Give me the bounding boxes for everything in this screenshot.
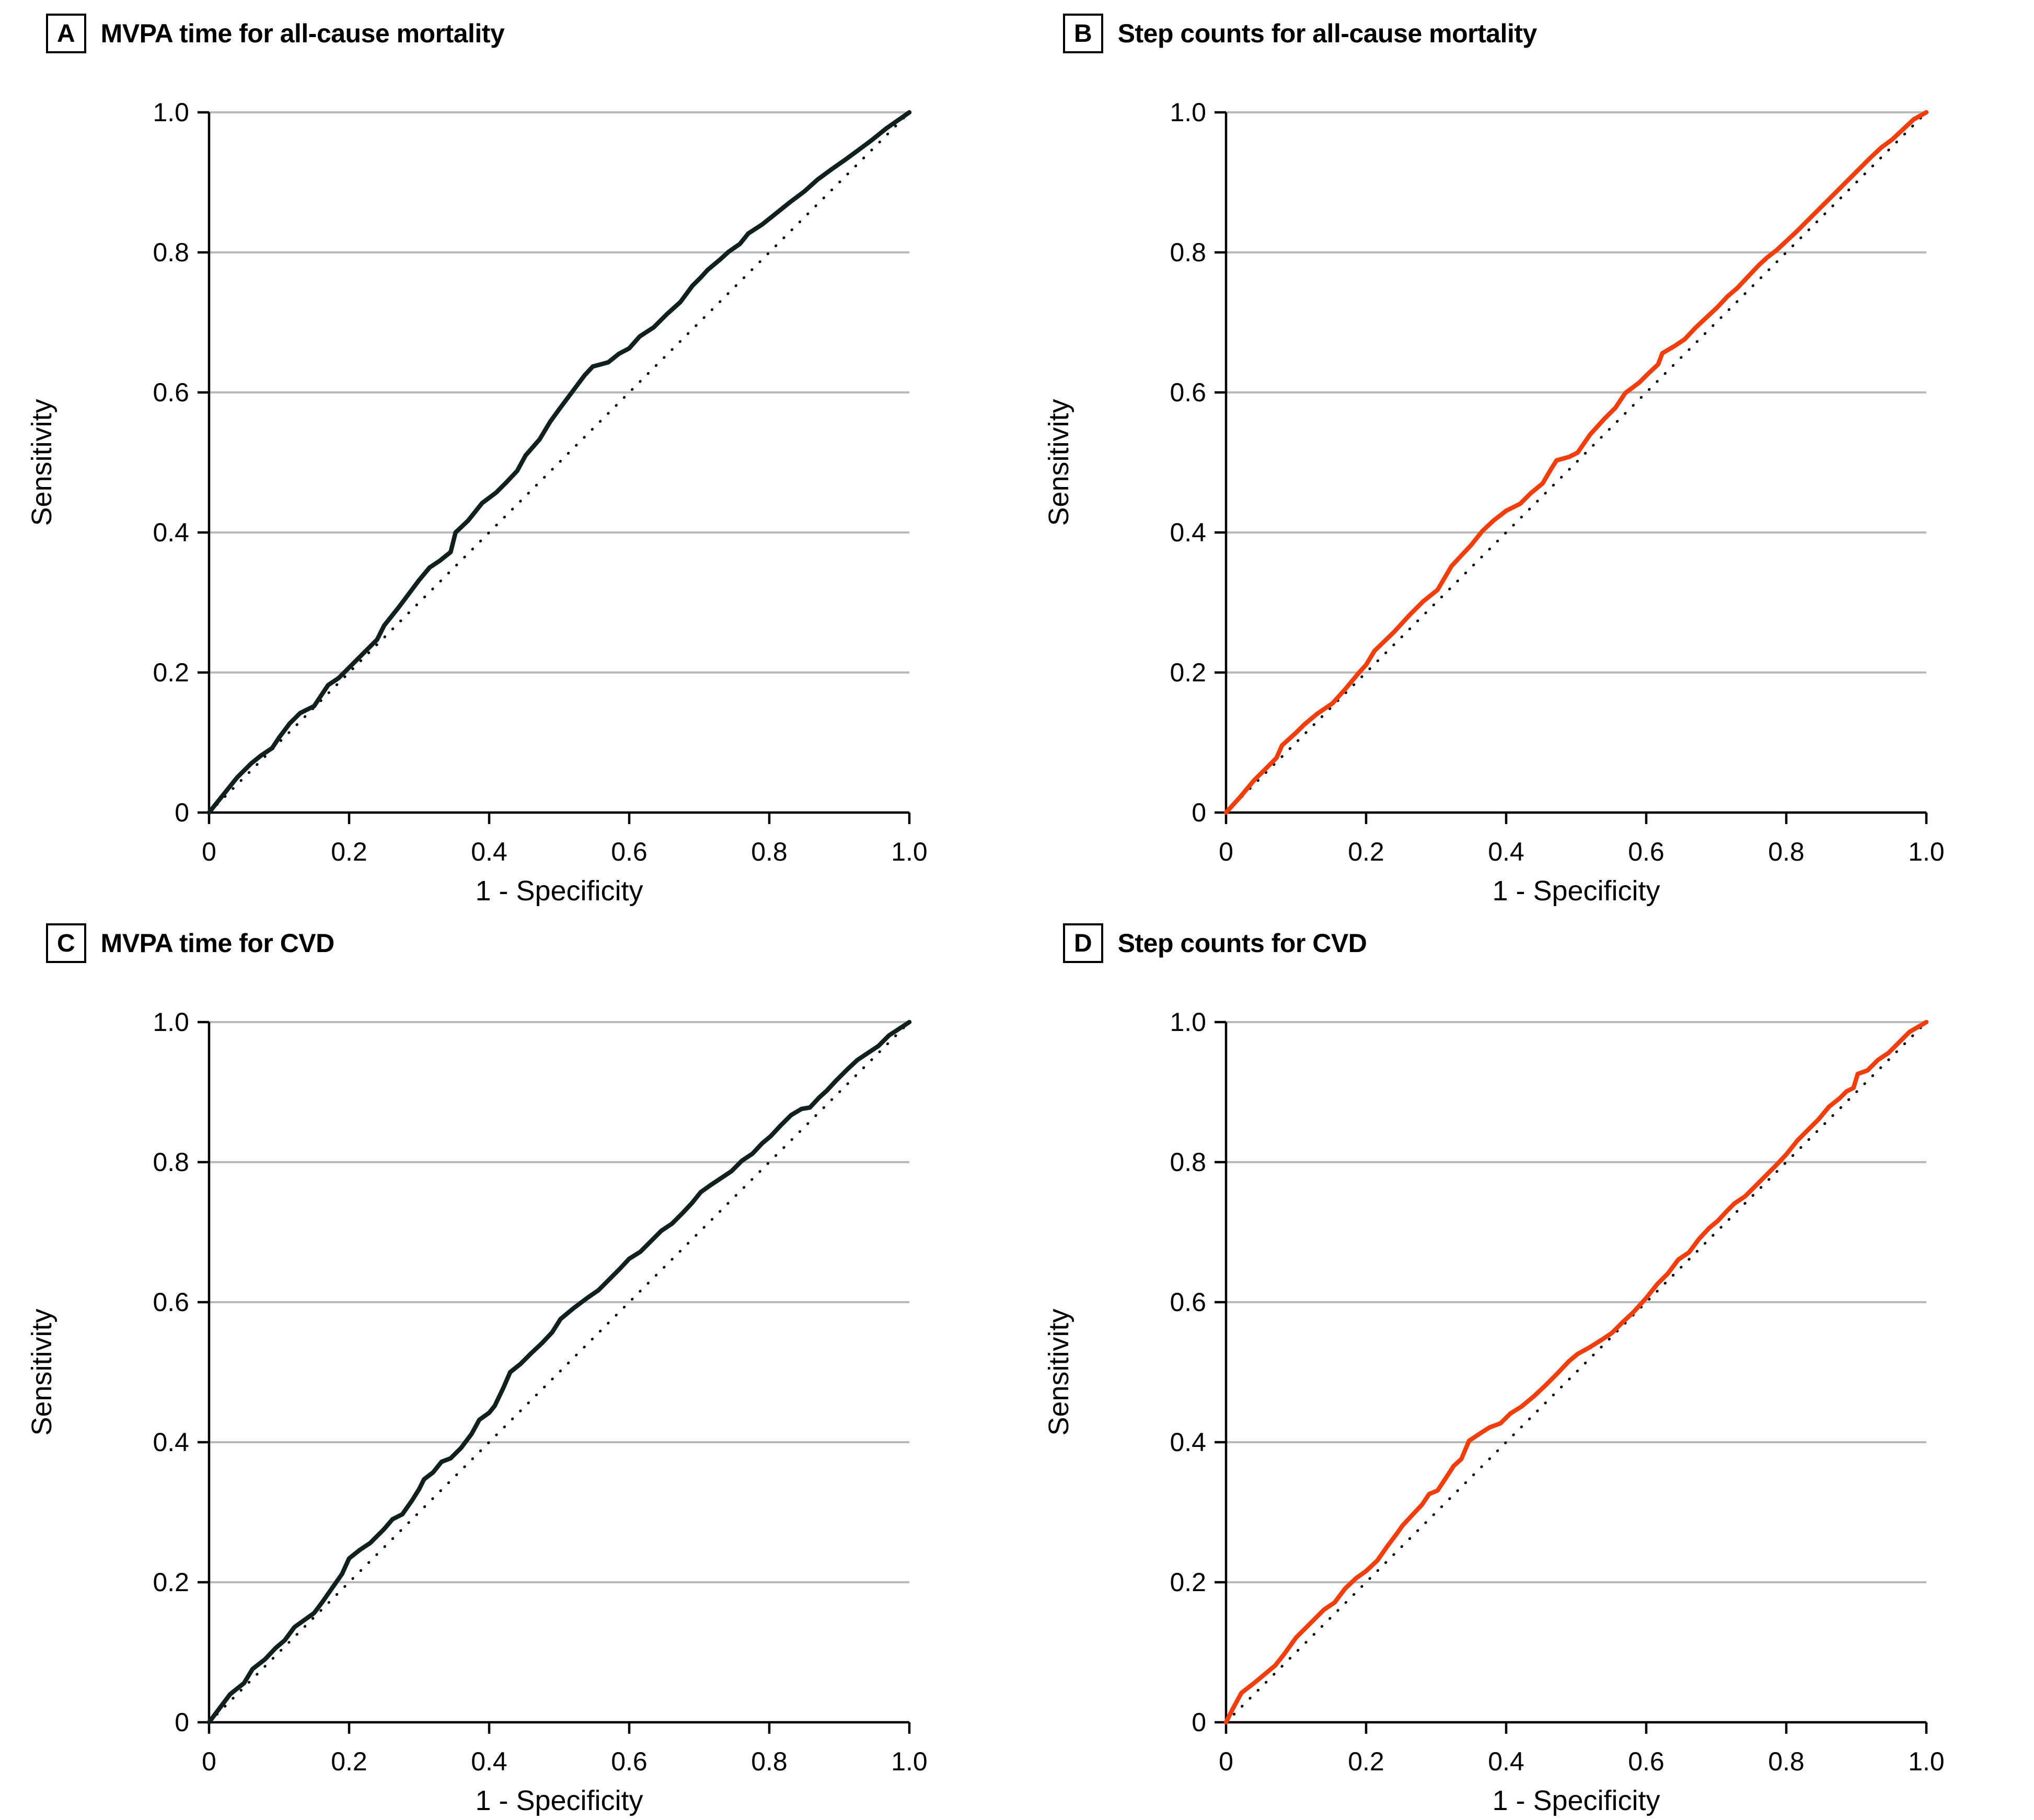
panel-title: Step counts for CVD [1117,929,1367,958]
x-axis-tick-label: 0.4 [1488,837,1524,866]
x-axis-label: 1 - Specificity [1492,875,1660,907]
panel-steps-cvd: D Step counts for CVD 0 0.2 0.4 0.6 0.8 1.0 0 0… [1017,910,2034,1819]
x-axis-tick-label: 0 [1219,837,1233,866]
y-axis-tick-label: 1.0 [1170,98,1206,127]
x-axis-tick-label: 0.6 [611,837,648,866]
x-axis-tick-label: 0.2 [331,837,367,866]
y-axis-tick-label: 0.6 [1170,1288,1206,1317]
x-axis-label: 1 - Specificity [1492,1785,1660,1816]
x-axis-tick-label: 1.0 [891,1747,928,1776]
y-axis-tick-label: 1.0 [153,1007,189,1037]
roc-chart-mvpa-cvd: 0 0.2 0.4 0.6 0.8 1.0 0 0.2 0.4 0.6 0.8 1.0 1 - Spec… [26,1007,928,1816]
panel-letter-badge: D [1063,923,1103,963]
y-axis-label: Sensitivity [26,1308,57,1435]
roc-curve [206,1019,912,1725]
y-axis-tick-label: 0.4 [153,518,189,547]
y-axis-label: Sensitivity [1043,399,1074,526]
y-axis-tick-label: 0.6 [153,1288,189,1317]
x-axis-tick-label: 0.8 [1768,837,1805,866]
y-axis-tick-label: 0.4 [1170,518,1206,547]
y-axis-tick-label: 0 [175,1708,189,1737]
y-axis-tick-label: 0.4 [153,1428,189,1457]
x-axis-tick-label: 0 [1219,1747,1233,1776]
y-axis-tick-label: 0.2 [1170,658,1206,687]
y-axis-tick-label: 0 [1192,1708,1206,1737]
panel-letter-badge: A [46,14,86,53]
panel-header: D Step counts for CVD [1063,923,1367,963]
panel-title: MVPA time for CVD [100,929,335,958]
y-axis-label: Sensitivity [1043,1308,1074,1435]
x-axis-tick-label: 0.8 [751,837,788,866]
x-axis-tick-label: 0 [202,837,216,866]
x-axis-tick-label: 0.2 [1348,1747,1384,1776]
y-axis-label: Sensitivity [26,399,57,526]
panel-title: MVPA time for all-cause mortality [100,19,505,48]
roc-curve [206,110,912,815]
y-axis-tick-label: 0.2 [1170,1568,1206,1597]
y-axis-tick-label: 0.4 [1170,1428,1206,1457]
x-axis-label: 1 - Specificity [475,1785,643,1816]
x-axis-tick-label: 1.0 [891,837,928,866]
y-axis-tick-label: 0.6 [153,378,189,407]
x-axis-tick-label: 0.4 [471,837,507,866]
roc-curve [1223,110,1929,815]
y-axis-tick-label: 0.6 [1170,378,1206,407]
panel-header: A MVPA time for all-cause mortality [46,14,505,53]
roc-curve [1223,1019,1929,1725]
panel-mvpa-mortality: A MVPA time for all-cause mortality 0 0.2… [0,0,1017,910]
y-axis-tick-label: 0.8 [1170,1147,1206,1177]
panel-mvpa-cvd: C MVPA time for CVD 0 0.2 0.4 0.6 0.8 1.0 0 0.2… [0,910,1017,1819]
reference-line [207,111,911,814]
x-axis-tick-label: 1.0 [1908,1747,1945,1776]
y-axis-tick-label: 0.2 [153,1568,189,1597]
y-axis-tick-label: 1.0 [1170,1007,1206,1037]
x-axis-tick-label: 1.0 [1908,837,1945,866]
x-axis-tick-label: 0.2 [1348,837,1384,866]
y-axis-tick-label: 0.8 [153,238,189,267]
y-axis-tick-label: 0 [175,798,189,827]
x-axis-tick-label: 0.6 [1628,1747,1665,1776]
reference-line [1224,1021,1928,1724]
x-axis-tick-label: 0.4 [471,1747,507,1776]
reference-line [207,1021,911,1724]
y-axis-tick-label: 0.2 [153,658,189,687]
panel-header: B Step counts for all-cause mortality [1063,14,1537,53]
x-axis-tick-label: 0.8 [1768,1747,1805,1776]
panel-header: C MVPA time for CVD [46,923,334,963]
roc-chart-mvpa-mortality: 0 0.2 0.4 0.6 0.8 1.0 0 0.2 0.4 0.6 0.8 1.0 1 - Spec… [26,98,928,907]
y-axis-tick-label: 1.0 [153,98,189,127]
panel-letter-badge: C [46,923,86,963]
roc-chart-steps-mortality: 0 0.2 0.4 0.6 0.8 1.0 0 0.2 0.4 0.6 0.8 1.0 1 - Spec… [1043,98,1945,907]
x-axis-tick-label: 0 [202,1747,216,1776]
x-axis-tick-label: 0.4 [1488,1747,1524,1776]
panel-title: Step counts for all-cause mortality [1117,19,1538,48]
x-axis-label: 1 - Specificity [475,875,643,907]
x-axis-tick-label: 0.8 [751,1747,788,1776]
roc-chart-steps-cvd: 0 0.2 0.4 0.6 0.8 1.0 0 0.2 0.4 0.6 0.8 1.0 1 - Spec… [1043,1007,1945,1816]
y-axis-tick-label: 0 [1192,798,1206,827]
x-axis-tick-label: 0.6 [611,1747,648,1776]
reference-line [1224,111,1928,814]
y-axis-tick-label: 0.8 [1170,238,1206,267]
x-axis-tick-label: 0.6 [1628,837,1665,866]
panel-letter-badge: B [1063,14,1103,53]
y-axis-tick-label: 0.8 [153,1147,189,1177]
x-axis-tick-label: 0.2 [331,1747,367,1776]
